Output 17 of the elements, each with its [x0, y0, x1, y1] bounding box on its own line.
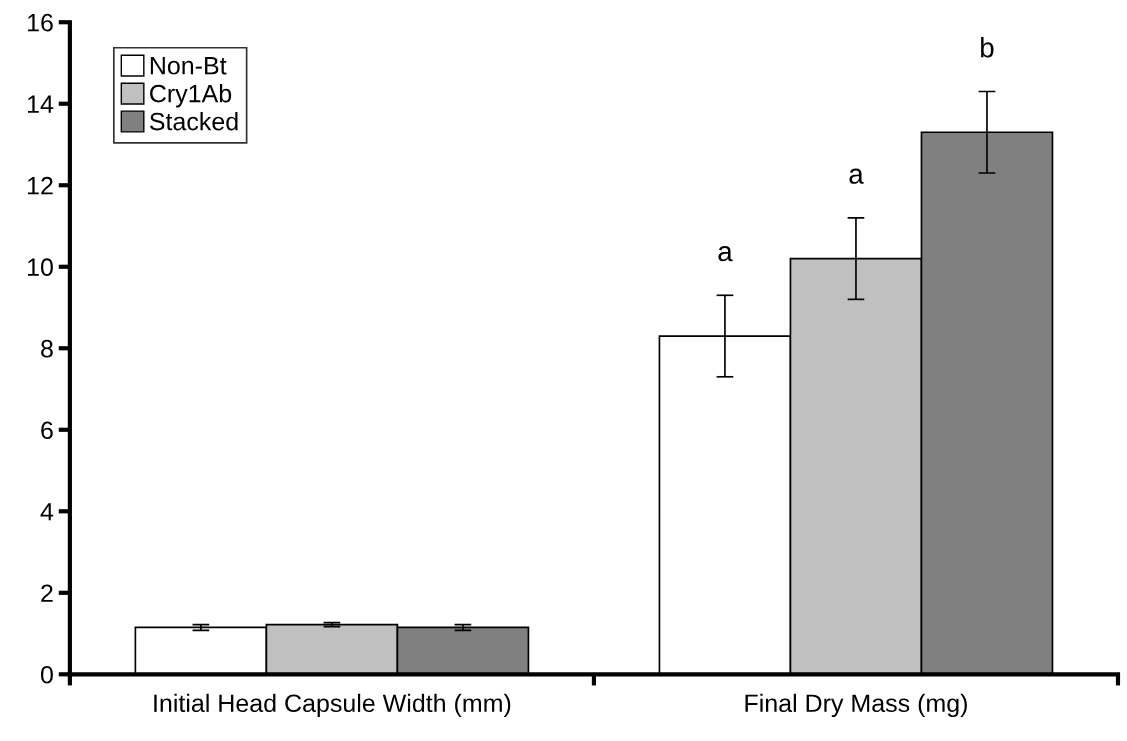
legend-label: Non-Bt	[150, 57, 227, 75]
x-tick-label: Initial Head Capsule Width (mm)	[154, 693, 511, 718]
data-label: b	[981, 37, 994, 58]
data-label: a	[849, 168, 864, 184]
y-tick-label: 12	[28, 176, 53, 195]
y-tick-label: 2	[41, 584, 53, 602]
legend-label: Stacked	[149, 112, 238, 131]
y-tick-label: 8	[41, 339, 53, 358]
y-tick-label: 0	[40, 665, 53, 684]
y-tick-label: 10	[28, 258, 53, 277]
y-tick-label: 4	[40, 503, 54, 521]
data-label: a	[718, 246, 733, 262]
y-tick-label: 6	[41, 421, 53, 440]
y-tick-label: 14	[28, 95, 54, 113]
y-tick-label: 16	[28, 13, 53, 32]
x-tick-label: Final Dry Mass (mg)	[745, 693, 967, 718]
legend-label: Cry1Ab	[150, 84, 232, 108]
